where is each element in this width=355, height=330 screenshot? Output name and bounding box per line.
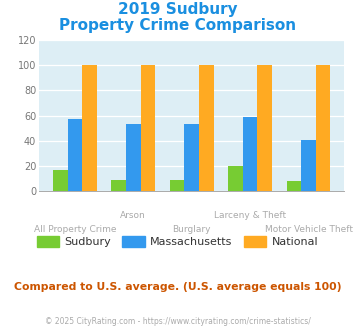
Text: © 2025 CityRating.com - https://www.cityrating.com/crime-statistics/: © 2025 CityRating.com - https://www.city… (45, 317, 310, 326)
Text: Motor Vehicle Theft: Motor Vehicle Theft (264, 225, 353, 234)
Legend: Sudbury, Massachusetts, National: Sudbury, Massachusetts, National (32, 232, 323, 252)
Text: All Property Crime: All Property Crime (34, 225, 116, 234)
Bar (170, 180, 184, 191)
Bar (111, 180, 126, 191)
Bar (228, 166, 243, 191)
Text: Burglary: Burglary (173, 225, 211, 234)
Bar (126, 124, 141, 191)
Bar (199, 65, 214, 191)
Bar (243, 117, 257, 191)
Bar (316, 65, 331, 191)
Text: Arson: Arson (120, 211, 146, 220)
Bar (53, 170, 67, 191)
Text: Larceny & Theft: Larceny & Theft (214, 211, 286, 220)
Bar (184, 124, 199, 191)
Bar (301, 140, 316, 191)
Bar (141, 65, 155, 191)
Text: Property Crime Comparison: Property Crime Comparison (59, 18, 296, 33)
Text: 2019 Sudbury: 2019 Sudbury (118, 2, 237, 16)
Bar (257, 65, 272, 191)
Text: Compared to U.S. average. (U.S. average equals 100): Compared to U.S. average. (U.S. average … (14, 282, 341, 292)
Bar (82, 65, 97, 191)
Bar (67, 119, 82, 191)
Bar (286, 181, 301, 191)
